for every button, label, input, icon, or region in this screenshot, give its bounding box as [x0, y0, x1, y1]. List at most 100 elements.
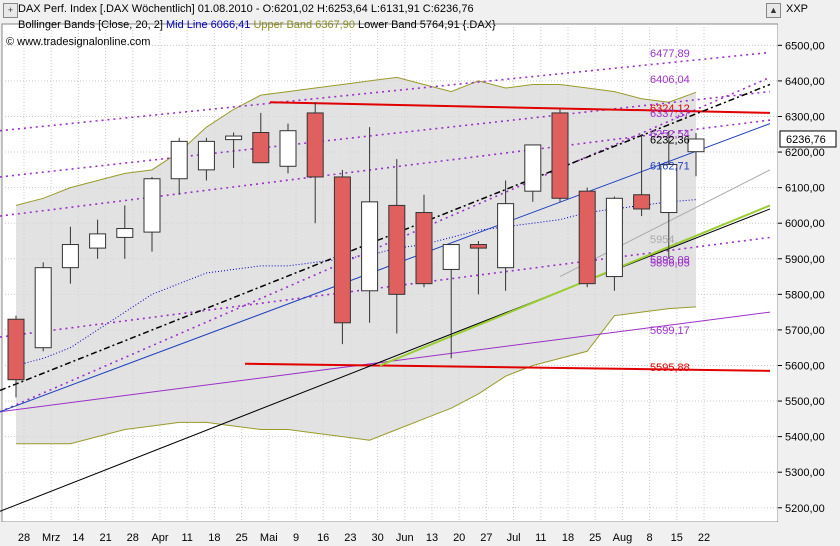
x-tick-label: 11	[181, 532, 192, 544]
y-tick-label: 5200,00	[785, 503, 825, 515]
price-level-label: 5954,	[650, 234, 678, 246]
candle-body	[197, 140, 215, 171]
candle-body	[34, 267, 52, 349]
bb-mid-label: Mid Line 6066,41	[165, 19, 251, 31]
price-level-label: 6252,54	[650, 128, 690, 140]
candle-body	[660, 164, 678, 214]
y-tick-label: 5500,00	[785, 396, 825, 408]
bb-upper-label: Upper Band 6367,90	[253, 19, 355, 31]
indicator-legend: Bollinger Bands [Close, 20, 2] Mid Line …	[18, 19, 496, 31]
candle-body	[388, 204, 406, 295]
red-support-line	[244, 362, 771, 372]
x-tick-label: 20	[453, 532, 465, 544]
x-tick-label: 15	[671, 532, 683, 544]
candle-body	[578, 190, 596, 285]
candle-body	[415, 212, 433, 285]
price-level-label: 6477,89	[650, 48, 690, 60]
candle-body	[143, 178, 161, 233]
bollinger-lower-band	[16, 306, 697, 445]
y-tick-label: 5900,00	[785, 254, 825, 266]
price-level-label: 6406,04	[650, 74, 690, 86]
price-level-label: 5699,17	[650, 325, 690, 337]
price-level-label: 6162,71	[650, 160, 690, 172]
candle-body	[170, 140, 188, 180]
x-tick-label: Mrz	[42, 532, 60, 544]
x-tick-label: 28	[127, 532, 139, 544]
last-price-tag	[779, 130, 837, 148]
x-tick-label: 28	[18, 532, 30, 544]
y-tick-label: 5600,00	[785, 360, 825, 372]
candle-body	[605, 197, 623, 278]
expand-icon[interactable]: +	[3, 3, 18, 18]
x-tick-label: Aug	[613, 532, 633, 544]
candle-body	[7, 318, 25, 381]
candle-body	[442, 244, 460, 270]
price-axis-panel	[778, 0, 840, 546]
scroll-up-icon[interactable]: ▲	[766, 3, 781, 18]
x-tick-label: 21	[99, 532, 111, 544]
y-tick-label: 5300,00	[785, 467, 825, 479]
candle-body	[279, 130, 297, 167]
price-level-label: 6232,36	[650, 134, 690, 146]
green-trend-line	[379, 204, 771, 367]
candle-body	[61, 244, 79, 269]
candle-body	[524, 144, 542, 192]
y-tick-label: 6500,00	[785, 40, 825, 52]
bollinger-upper-band	[15, 76, 697, 206]
x-tick-label: 27	[480, 532, 492, 544]
price-level-label: 5896,05	[650, 257, 690, 269]
y-tick-label: 6400,00	[785, 76, 825, 88]
candle-body	[361, 201, 379, 292]
x-tick-label: 13	[426, 532, 438, 544]
x-tick-label: Jun	[396, 532, 414, 544]
candle-body	[252, 131, 270, 164]
bollinger-mid-line	[15, 199, 697, 366]
x-tick-label: 14	[72, 532, 84, 544]
candle-body	[497, 203, 515, 269]
x-tick-label: 23	[344, 532, 356, 544]
candle-body	[333, 176, 351, 324]
candle-body	[225, 135, 243, 141]
candle-body	[633, 194, 651, 210]
x-tick-label: 9	[293, 532, 299, 544]
y-tick-label: 6200,00	[785, 147, 825, 159]
scale-mode-label[interactable]: XXP	[786, 3, 809, 15]
y-tick-label: 5400,00	[785, 432, 825, 444]
candle-body	[116, 228, 134, 238]
x-tick-label: 11	[535, 532, 546, 544]
x-tick-label: 25	[589, 532, 601, 544]
x-tick-label: Apr	[151, 532, 168, 544]
x-tick-label: 18	[562, 532, 574, 544]
y-tick-label: 6100,00	[785, 183, 825, 195]
bb-lower-label: Lower Band 5764,91	[358, 19, 460, 31]
time-axis-panel	[0, 522, 778, 546]
price-level-label: 5595,88	[650, 362, 690, 374]
x-tick-label: 22	[698, 532, 710, 544]
candle-body	[469, 244, 487, 249]
instrument-header: DAX Perf. Index [.DAX Wöchentlich] 01.08…	[18, 3, 474, 15]
source-label: © www.tradesignalonline.com	[6, 36, 151, 48]
price-level-label: 6324,12	[650, 103, 690, 115]
x-tick-label: 8	[647, 532, 653, 544]
x-tick-label: 18	[208, 532, 220, 544]
bb-label: Bollinger Bands [Close, 20, 2]	[18, 19, 163, 31]
candle-body	[687, 138, 705, 153]
candle-body	[89, 233, 107, 249]
red-resistance-line	[269, 101, 771, 114]
candle-body	[551, 112, 569, 199]
x-tick-label: 16	[317, 532, 329, 544]
black-trend-line	[0, 208, 771, 512]
price-level-label: 5898,08	[650, 254, 690, 266]
candle-body	[306, 112, 324, 178]
x-tick-label: Mai	[260, 532, 278, 544]
bb-symbol-label: {.DAX}	[462, 19, 496, 31]
last-price-tag-label: 6236,76	[786, 134, 826, 146]
y-tick-label: 6300,00	[785, 111, 825, 123]
x-tick-label: 25	[235, 532, 247, 544]
y-tick-label: 5800,00	[785, 289, 825, 301]
x-tick-label: 30	[371, 532, 383, 544]
price-level-label: 6337,37	[650, 108, 690, 120]
purple-channel-line-1	[0, 76, 771, 413]
